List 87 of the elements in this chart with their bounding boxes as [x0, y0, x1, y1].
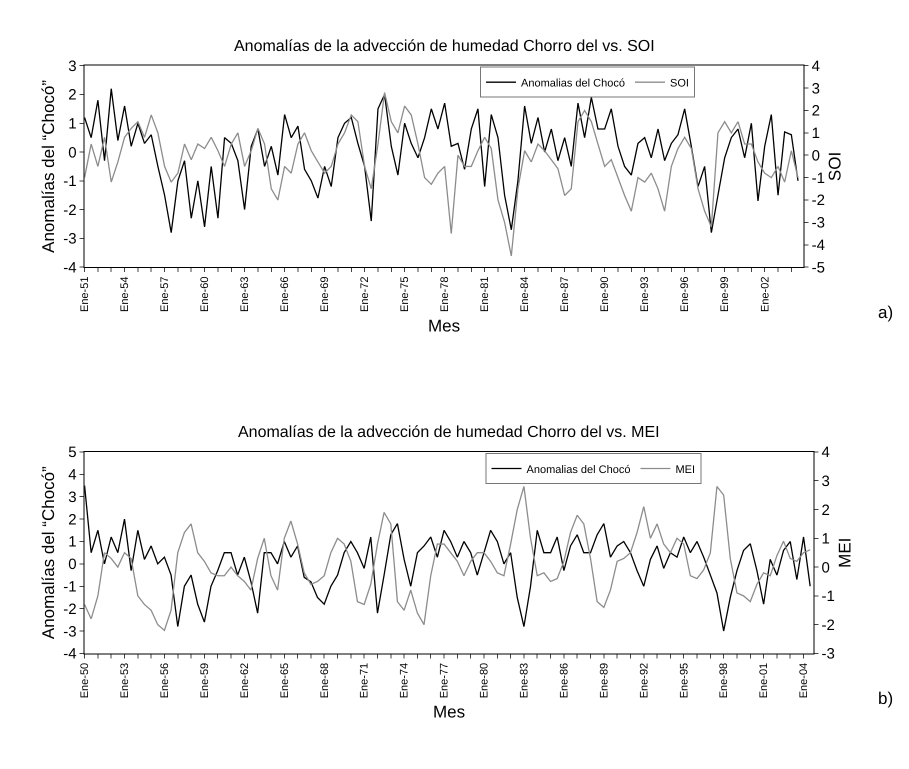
y2-tick-label: 3 [822, 472, 830, 490]
y-tick-label: 2 [68, 86, 77, 104]
y-tick-label: 4 [68, 466, 77, 484]
x-tick-label: Ene-92 [638, 662, 650, 698]
y-tick-label: 0 [68, 144, 77, 162]
y2-axis-title: SOI [825, 152, 844, 182]
y2-tick-label: 2 [812, 102, 820, 120]
y2-tick-label: -1 [812, 170, 825, 187]
x-axis-title: Mes [428, 316, 460, 336]
x-tick-label: Ene-54 [119, 276, 132, 312]
y2-tick-label: 4 [812, 58, 820, 75]
x-tick-label: Ene-68 [318, 662, 331, 698]
y-axis-title: Anomalías del “Chocó” [38, 466, 58, 640]
x-tick-label: Ene-81 [479, 276, 492, 312]
x-tick-label: Ene-80 [478, 662, 491, 698]
legend-label: SOI [670, 77, 689, 90]
x-tick-label: Ene-77 [438, 662, 451, 698]
y-tick-label: 3 [68, 58, 77, 75]
y-tick-label: -1 [63, 578, 77, 596]
text: b) [878, 689, 894, 708]
x-tick-label: Ene-71 [358, 662, 371, 698]
x-tick-label: Ene-66 [279, 276, 292, 312]
y2-tick-label: 2 [822, 502, 830, 519]
x-tick-label: Ene-93 [639, 276, 652, 312]
y2-tick-label: -3 [812, 214, 825, 232]
x-tick-label: Ene-04 [798, 662, 810, 698]
chart-title: Anomalías de la advección de humedad Chorro del vs. MEI [238, 424, 660, 441]
x-tick-label: Ene-57 [159, 276, 172, 312]
y-tick-label: 1 [68, 534, 77, 551]
y2-tick-label: 0 [822, 559, 830, 576]
x-tick-label: Ene-69 [319, 276, 332, 312]
y-tick-label: -2 [63, 202, 77, 219]
y2-tick-label: -2 [812, 192, 825, 210]
y-tick-label: -3 [63, 230, 77, 248]
y-tick-label: 1 [68, 116, 77, 133]
x-tick-label: Ene-86 [558, 662, 570, 698]
y-tick-label: -2 [63, 600, 77, 618]
y2-tick-label: -1 [822, 588, 835, 606]
x-tick-label: Ene-01 [758, 662, 770, 698]
y2-tick-label: 0 [812, 147, 820, 164]
x-tick-label: Ene-74 [398, 662, 411, 698]
y2-tick-label: -2 [822, 616, 835, 634]
y2-tick-label: -3 [822, 646, 835, 663]
y2-tick-label: -5 [812, 259, 825, 276]
x-tick-label: Ene-53 [119, 662, 132, 698]
y2-tick-label: 1 [812, 125, 820, 142]
y-axis-title: Anomalías del “Chocó” [38, 80, 58, 253]
legend-label: MEI [675, 464, 696, 476]
y-tick-label: -1 [63, 173, 77, 190]
chart-title: Anomalías de la advección de humedad Chorro del vs. SOI [234, 38, 655, 55]
text: a) [878, 303, 894, 322]
x-tick-label: Ene-56 [159, 662, 172, 698]
x-tick-label: Ene-89 [598, 662, 610, 698]
x-tick-label: Ene-50 [79, 662, 92, 698]
y2-tick-label: 3 [812, 80, 820, 98]
y-tick-label: 3 [68, 488, 77, 506]
x-tick-label: Ene-99 [719, 276, 732, 312]
y-tick-label: 5 [68, 444, 77, 462]
x-axis-title: Mes [432, 702, 466, 722]
x-tick-label: Ene-84 [519, 276, 532, 312]
x-tick-label: Ene-60 [199, 276, 212, 312]
y-tick-label: -3 [63, 623, 77, 640]
x-tick-label: Ene-90 [599, 276, 612, 312]
x-tick-label: Ene-83 [518, 662, 531, 698]
x-tick-label: Ene-51 [79, 276, 92, 312]
x-tick-label: Ene-95 [678, 662, 690, 698]
x-tick-label: Ene-96 [679, 276, 692, 312]
x-tick-label: Ene-75 [399, 276, 412, 312]
legend-label: Anomalias del Chocó [521, 77, 625, 90]
y-tick-label: 0 [68, 556, 77, 574]
y2-tick-label: 4 [822, 444, 830, 462]
y2-tick-label: -4 [812, 237, 825, 254]
x-tick-label: Ene-63 [239, 276, 252, 312]
legend-label: Anomalias del Chocó [526, 464, 630, 476]
y2-tick-label: 1 [822, 530, 830, 548]
x-tick-label: Ene-87 [559, 276, 572, 312]
y-tick-label: -4 [63, 646, 77, 663]
x-tick-label: Ene-65 [278, 662, 291, 698]
x-tick-label: Ene-59 [198, 662, 211, 698]
y-tick-label: 2 [68, 511, 77, 528]
x-tick-label: Ene-02 [759, 276, 772, 312]
x-tick-label: Ene-62 [238, 662, 251, 698]
x-tick-label: Ene-72 [359, 276, 372, 312]
y2-axis-title: MEI [835, 538, 854, 568]
x-tick-label: Ene-78 [439, 276, 452, 312]
x-tick-label: Ene-98 [718, 662, 730, 698]
y-tick-label: -4 [63, 259, 77, 276]
